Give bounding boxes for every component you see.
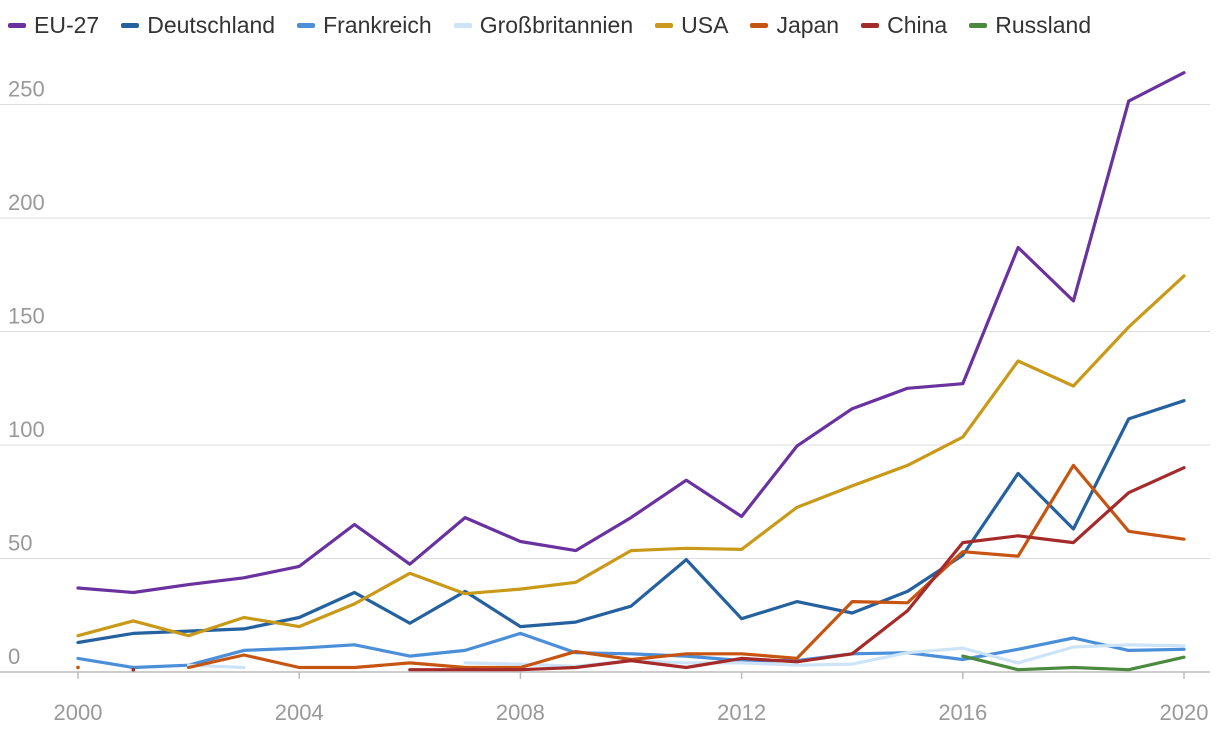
legend-item: Großbritannien xyxy=(453,12,634,39)
y-tick-label: 0 xyxy=(8,644,20,669)
y-tick-label: 50 xyxy=(8,531,32,556)
series-line-frankreich xyxy=(76,631,1186,670)
x-tick-label: 2008 xyxy=(496,700,545,725)
legend: EU-27 Deutschland Frankreich Großbritannien… xyxy=(8,12,1091,39)
x-tick-label: 2000 xyxy=(54,700,103,725)
legend-swatch xyxy=(861,23,880,28)
legend-item: Japan xyxy=(750,12,839,39)
series-point-japan xyxy=(76,665,80,670)
y-tick-label: 200 xyxy=(8,190,45,215)
legend-item: Russland xyxy=(969,12,1091,39)
legend-swatch xyxy=(750,23,769,28)
series-line-deutschland xyxy=(76,399,1186,645)
legend-swatch xyxy=(969,23,988,28)
legend-item: USA xyxy=(655,12,728,39)
y-tick-label: 150 xyxy=(8,304,45,329)
series-line-gro-britannien xyxy=(463,643,1186,668)
series-line-china xyxy=(408,466,1186,672)
legend-label: Deutschland xyxy=(147,12,276,38)
legend-label: USA xyxy=(681,12,729,38)
legend-item: EU-27 xyxy=(8,12,99,39)
series-point-china xyxy=(131,667,136,672)
legend-label: EU-27 xyxy=(34,12,100,38)
legend-swatch xyxy=(121,23,140,28)
series-line-japan xyxy=(187,463,1186,670)
legend-swatch xyxy=(8,23,26,28)
y-tick-label: 100 xyxy=(8,417,45,442)
x-tick-label: 2012 xyxy=(717,700,766,725)
legend-label: Japan xyxy=(776,12,840,38)
y-tick-label: 250 xyxy=(8,77,45,102)
legend-swatch xyxy=(297,23,316,28)
legend-item: China xyxy=(861,12,947,39)
legend-label: China xyxy=(887,12,948,38)
legend-item: Deutschland xyxy=(121,12,275,39)
legend-swatch xyxy=(453,23,472,28)
series-line-russland xyxy=(961,654,1186,672)
x-tick-label: 2016 xyxy=(938,700,987,725)
series-line-eu-27 xyxy=(76,71,1186,595)
legend-label: Großbritannien xyxy=(479,12,634,38)
legend-item: Frankreich xyxy=(297,12,432,39)
x-tick-label: 2004 xyxy=(275,700,324,725)
legend-label: Russland xyxy=(995,12,1092,38)
series-line-usa xyxy=(76,274,1186,638)
x-tick-label: 2020 xyxy=(1160,700,1209,725)
legend-swatch xyxy=(655,23,674,28)
legend-label: Frankreich xyxy=(323,12,432,38)
